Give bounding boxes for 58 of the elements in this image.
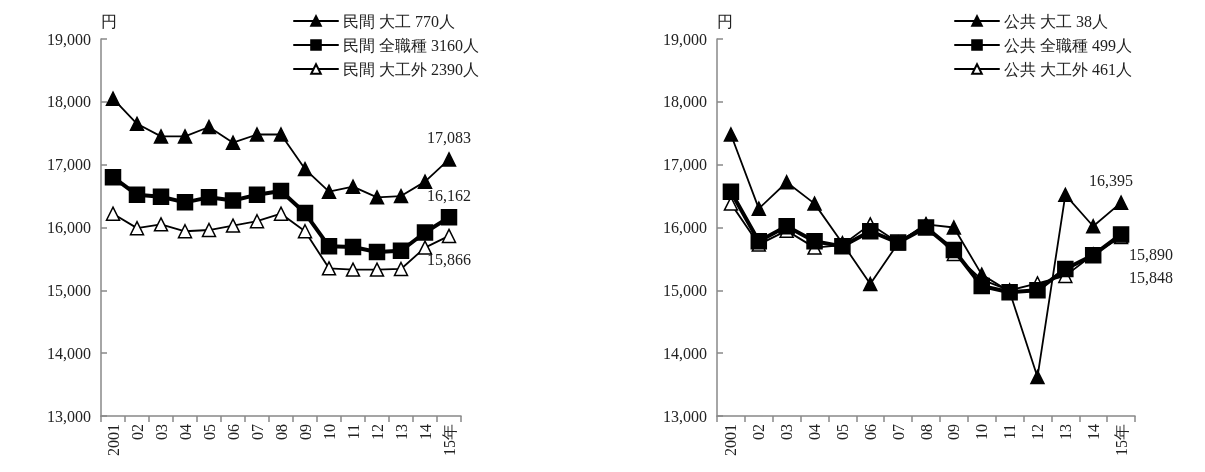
x-tick-label: 07	[889, 424, 907, 440]
x-tick-label: 11	[1001, 424, 1019, 440]
x-tick-label: 14	[416, 424, 434, 440]
legend-label: 公共 大工 38人	[1004, 12, 1108, 30]
x-tick-label: 05	[833, 424, 851, 440]
x-tick-label: 11	[344, 424, 362, 440]
x-tick-label: 07	[248, 424, 266, 440]
x-tick-label: 03	[152, 424, 170, 440]
x-tick-label: 10	[320, 424, 338, 440]
annotation: 16,162	[427, 186, 471, 204]
y-tick-label: 14,000	[663, 344, 707, 362]
y-tick-label: 14,000	[47, 344, 91, 362]
x-tick-label: 2001	[722, 424, 740, 456]
annotation: 16,395	[1089, 172, 1134, 190]
x-tick-label: 08	[272, 424, 290, 440]
y-tick-label: 13,000	[663, 407, 707, 425]
y-tick-label: 17,000	[663, 156, 707, 174]
x-tick-label: 2001	[104, 424, 122, 456]
legend-label: 公共 全職種 499人	[1004, 36, 1132, 54]
y-tick-label: 18,000	[47, 93, 91, 111]
x-tick-label: 12	[368, 424, 386, 440]
x-tick-label: 15年	[440, 424, 458, 456]
x-tick-label: 03	[778, 424, 796, 440]
x-tick-label: 09	[296, 424, 314, 440]
y-axis-title: 円	[717, 12, 733, 30]
annotation: 17,083	[427, 128, 471, 146]
y-axis-title: 円	[101, 12, 117, 30]
x-tick-label: 13	[1056, 424, 1074, 440]
legend-label: 民間 全職種 3160人	[343, 36, 479, 54]
y-tick-label: 13,000	[47, 407, 91, 425]
x-tick-label: 14	[1084, 424, 1102, 440]
x-tick-label: 06	[224, 424, 242, 440]
y-tick-label: 16,000	[663, 219, 707, 236]
x-tick-label: 04	[806, 424, 824, 440]
x-tick-label: 10	[973, 424, 991, 440]
annotation: 15,848	[1129, 268, 1174, 286]
y-tick-label: 18,000	[663, 93, 707, 111]
x-tick-label: 09	[945, 424, 963, 440]
annotation: 15,890	[1129, 245, 1174, 263]
y-tick-label: 16,000	[47, 219, 91, 236]
x-tick-label: 05	[200, 424, 218, 440]
x-tick-label: 13	[392, 424, 410, 440]
x-tick-label: 06	[861, 424, 879, 440]
y-tick-label: 17,000	[47, 156, 91, 174]
legend-label: 公共 大工外 461人	[1004, 60, 1132, 78]
x-tick-label: 02	[128, 424, 146, 440]
y-tick-label: 19,000	[47, 30, 91, 48]
x-tick-label: 12	[1028, 424, 1046, 440]
x-tick-label: 15年	[1112, 424, 1130, 456]
annotation: 15,866	[427, 251, 471, 269]
y-tick-label: 19,000	[663, 30, 707, 48]
y-tick-label: 15,000	[663, 281, 707, 299]
x-tick-label: 02	[750, 424, 768, 440]
x-tick-label: 04	[176, 424, 194, 440]
x-tick-label: 08	[917, 424, 935, 440]
y-tick-label: 15,000	[47, 281, 91, 299]
legend-label: 民間 大工外 2390人	[343, 60, 479, 78]
legend-label: 民間 大工 770人	[343, 12, 455, 30]
